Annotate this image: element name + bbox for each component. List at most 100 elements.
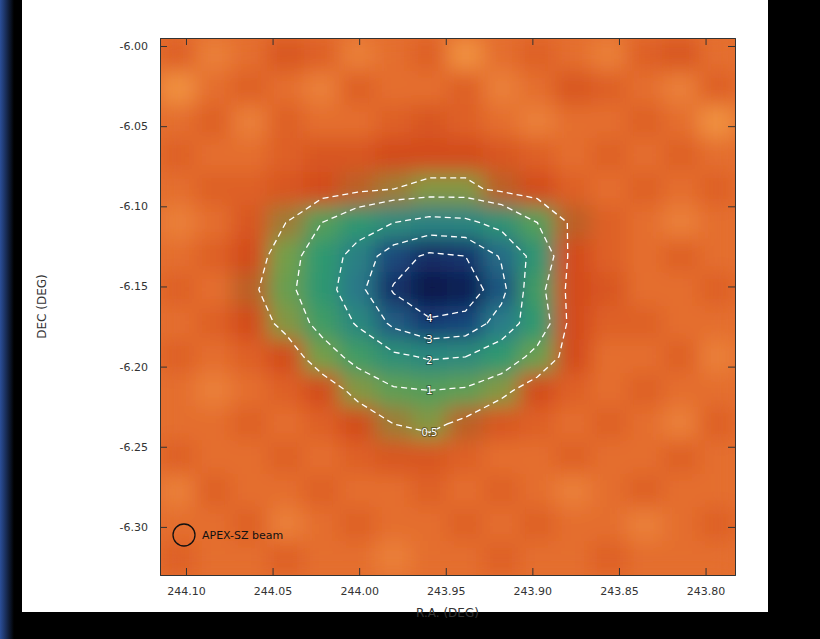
heatmap-cell <box>411 239 448 274</box>
heatmap-cell <box>627 105 664 140</box>
heatmap-cell <box>195 172 232 207</box>
heatmap-cell <box>411 38 448 72</box>
heatmap-cell <box>375 541 412 575</box>
heatmap-cell <box>663 105 700 140</box>
heatmap-cell <box>447 474 484 509</box>
heatmap-cell <box>267 71 304 106</box>
heatmap-cell <box>699 71 735 106</box>
contour-line <box>259 178 568 433</box>
heatmap-cell <box>231 239 268 274</box>
tick-mark <box>532 38 533 45</box>
heatmap-cell <box>591 440 628 475</box>
heatmap-cell <box>447 440 484 475</box>
y-axis-title: DEC (DEG) <box>35 274 49 339</box>
heatmap-cell <box>483 71 520 106</box>
heatmap-cell <box>699 440 735 475</box>
heatmap-cell <box>555 507 592 542</box>
heatmap-cell <box>447 407 484 442</box>
heatmap-cell <box>160 172 196 207</box>
axis-line <box>161 39 736 46</box>
heatmap-cell <box>231 172 268 207</box>
tick <box>728 286 735 287</box>
heatmap-cell <box>591 407 628 442</box>
heatmap-cell <box>339 105 376 140</box>
heatmap-cell <box>591 474 628 509</box>
heatmap-cell <box>339 239 376 274</box>
heatmap-cell <box>627 71 664 106</box>
tick <box>619 38 620 45</box>
tick: -6.15 <box>120 280 167 293</box>
tick: 243.80 <box>687 568 726 598</box>
heatmap-cell <box>160 474 196 509</box>
heatmap-cell <box>447 105 484 140</box>
heatmap <box>160 38 735 575</box>
tick-mark <box>728 286 735 287</box>
tick: -6.25 <box>120 441 167 454</box>
heatmap-cell <box>591 105 628 140</box>
tick: -6.10 <box>120 200 167 213</box>
heatmap-cell <box>339 507 376 542</box>
tick-label: 243.95 <box>427 585 466 598</box>
heatmap-cell <box>555 239 592 274</box>
heatmap-cell <box>519 407 556 442</box>
tick-label: 243.85 <box>600 585 639 598</box>
tick-mark <box>160 527 167 528</box>
heatmap-cell <box>195 541 232 575</box>
tick <box>532 38 533 45</box>
heatmap-cell <box>627 38 664 72</box>
heatmap-cell <box>663 474 700 509</box>
heatmap-cell <box>555 138 592 173</box>
tick-label: -6.05 <box>120 120 148 133</box>
heatmap-cell <box>591 272 628 307</box>
heatmap-cell <box>627 239 664 274</box>
heatmap-cell <box>447 272 484 307</box>
tick-label: 243.80 <box>687 585 726 598</box>
heatmap-cell <box>195 138 232 173</box>
heatmap-cell <box>375 272 412 307</box>
heatmap-cell <box>375 340 412 375</box>
heatmap-cell <box>195 71 232 106</box>
heatmap-cell <box>231 138 268 173</box>
tick-mark <box>728 367 735 368</box>
heatmap-cell <box>231 407 268 442</box>
heatmap-cell <box>267 340 304 375</box>
heatmap-cell <box>519 138 556 173</box>
heatmap-cell <box>627 172 664 207</box>
heatmap-cell <box>663 172 700 207</box>
heatmap-cell <box>663 138 700 173</box>
heatmap-cell <box>555 474 592 509</box>
heatmap-cell <box>195 474 232 509</box>
heatmap-cell <box>267 172 304 207</box>
heatmap-cell <box>663 340 700 375</box>
contours <box>259 178 568 433</box>
tick-mark <box>160 286 167 287</box>
heatmap-cell <box>663 407 700 442</box>
contour-line <box>391 253 483 318</box>
heatmap-cell <box>483 105 520 140</box>
heatmap-cell <box>231 272 268 307</box>
heatmap-cell <box>699 474 735 509</box>
tick-mark <box>273 38 274 45</box>
heatmap-cell <box>699 340 735 375</box>
heatmap-cell <box>195 440 232 475</box>
heatmap-cell <box>195 373 232 408</box>
heatmap-cell <box>231 373 268 408</box>
heatmap-cell <box>627 373 664 408</box>
heatmap-cell <box>699 38 735 72</box>
tick-label: 243.90 <box>514 585 553 598</box>
tick: -6.30 <box>120 521 167 534</box>
heatmap-cell <box>483 541 520 575</box>
heatmap-cell <box>267 440 304 475</box>
heatmap-cell <box>627 541 664 575</box>
heatmap-cell <box>303 507 340 542</box>
annotation: APEX-SZ beam <box>202 529 283 542</box>
tick <box>728 367 735 368</box>
heatmap-cell <box>375 507 412 542</box>
tick-mark <box>706 568 707 575</box>
heatmap-cell <box>447 541 484 575</box>
heatmap-cell <box>303 474 340 509</box>
tick-mark <box>619 38 620 45</box>
heatmap-cell <box>303 138 340 173</box>
tick: 244.10 <box>167 568 206 598</box>
heatmap-cell <box>231 340 268 375</box>
